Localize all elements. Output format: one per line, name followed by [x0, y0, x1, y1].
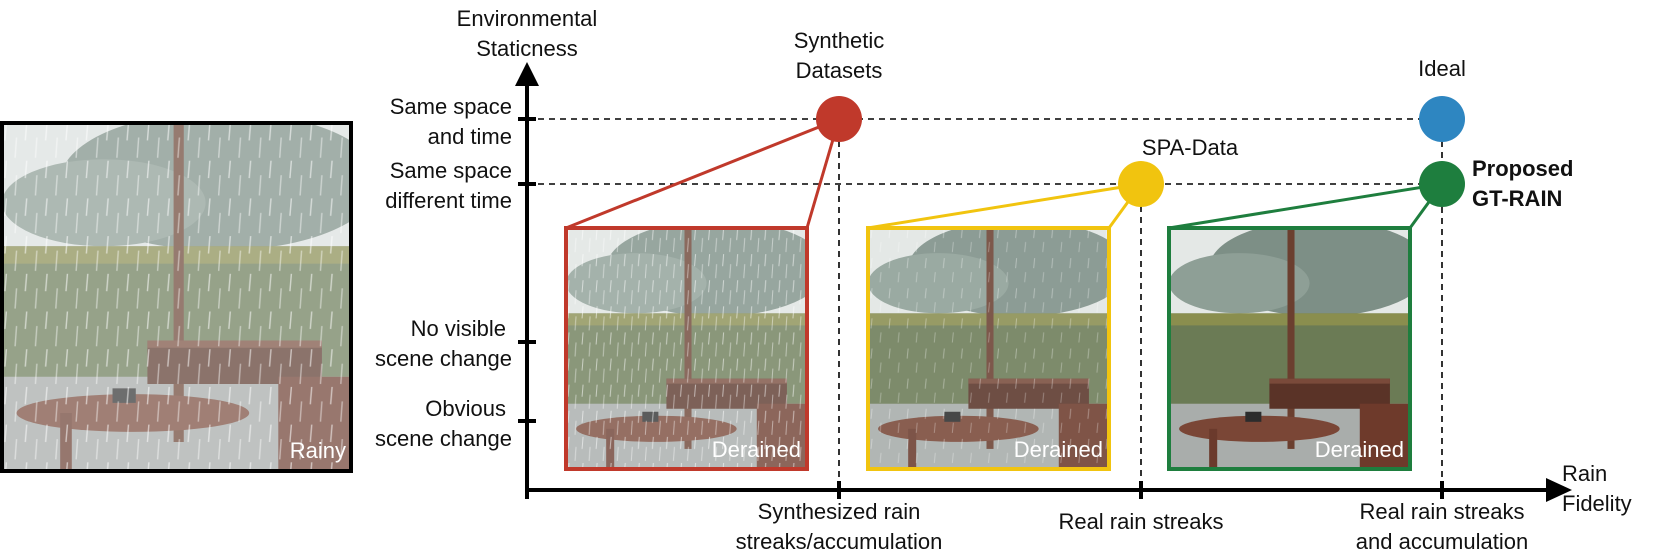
y-axis-title-line1: Environmental: [457, 6, 598, 31]
derained-label-1: Derained: [712, 437, 801, 462]
callout-green: [1168, 181, 1446, 230]
rainy-label: Rainy: [290, 438, 346, 463]
label-synthetic-line2: Datasets: [796, 58, 883, 83]
derained-label-2: Derained: [1014, 437, 1103, 462]
y-level-4-line1: Obvious: [425, 396, 506, 421]
x-level-3-line2: and accumulation: [1356, 529, 1528, 554]
x-level-3-line1: Real rain streaks: [1359, 499, 1524, 524]
point-gt-rain: [1419, 161, 1465, 207]
y-level-1-line2: and time: [428, 124, 512, 149]
y-level-1-line1: Same space: [390, 94, 512, 119]
y-level-3-line2: scene change: [375, 346, 512, 371]
label-ideal: Ideal: [1418, 56, 1466, 81]
label-spa-data: SPA-Data: [1142, 135, 1239, 160]
x-axis-title-line1: Rain: [1562, 461, 1607, 486]
y-axis-arrowhead: [515, 62, 539, 86]
axes: [525, 82, 1548, 492]
y-level-2-line1: Same space: [390, 158, 512, 183]
point-spa-data: [1118, 161, 1164, 207]
derained-label-3: Derained: [1315, 437, 1404, 462]
x-level-1-line2: streaks/accumulation: [736, 529, 943, 554]
derained-panel-spa: Derained: [866, 181, 1145, 471]
derained-panel-gtrain: Derained: [1167, 181, 1446, 471]
panel-frame-yellow: [866, 226, 1111, 471]
callout-yellow: [867, 181, 1145, 230]
label-proposed-line1: Proposed: [1472, 156, 1573, 181]
y-level-4-line2: scene change: [375, 426, 512, 451]
label-synthetic-line1: Synthetic: [794, 28, 885, 53]
panel-frame-red: [564, 226, 809, 471]
panel-frame-green: [1167, 226, 1412, 471]
label-proposed-line2: GT-RAIN: [1472, 186, 1562, 211]
x-level-2-line1: Real rain streaks: [1058, 509, 1223, 534]
y-level-2-line2: different time: [385, 188, 512, 213]
y-level-3-line1: No visible: [411, 316, 506, 341]
callout-red: [565, 116, 842, 230]
x-level-1-line1: Synthesized rain: [758, 499, 921, 524]
point-ideal: [1419, 96, 1465, 142]
y-axis-title-line2: Staticness: [476, 36, 578, 61]
rainy-image: Rainy: [0, 121, 353, 473]
x-axis-title-line2: Fidelity: [1562, 491, 1632, 516]
x-axis-arrowhead: [1546, 478, 1572, 502]
derained-panel-synthetic: Derained: [564, 116, 842, 471]
point-synthetic-datasets: [816, 96, 862, 142]
